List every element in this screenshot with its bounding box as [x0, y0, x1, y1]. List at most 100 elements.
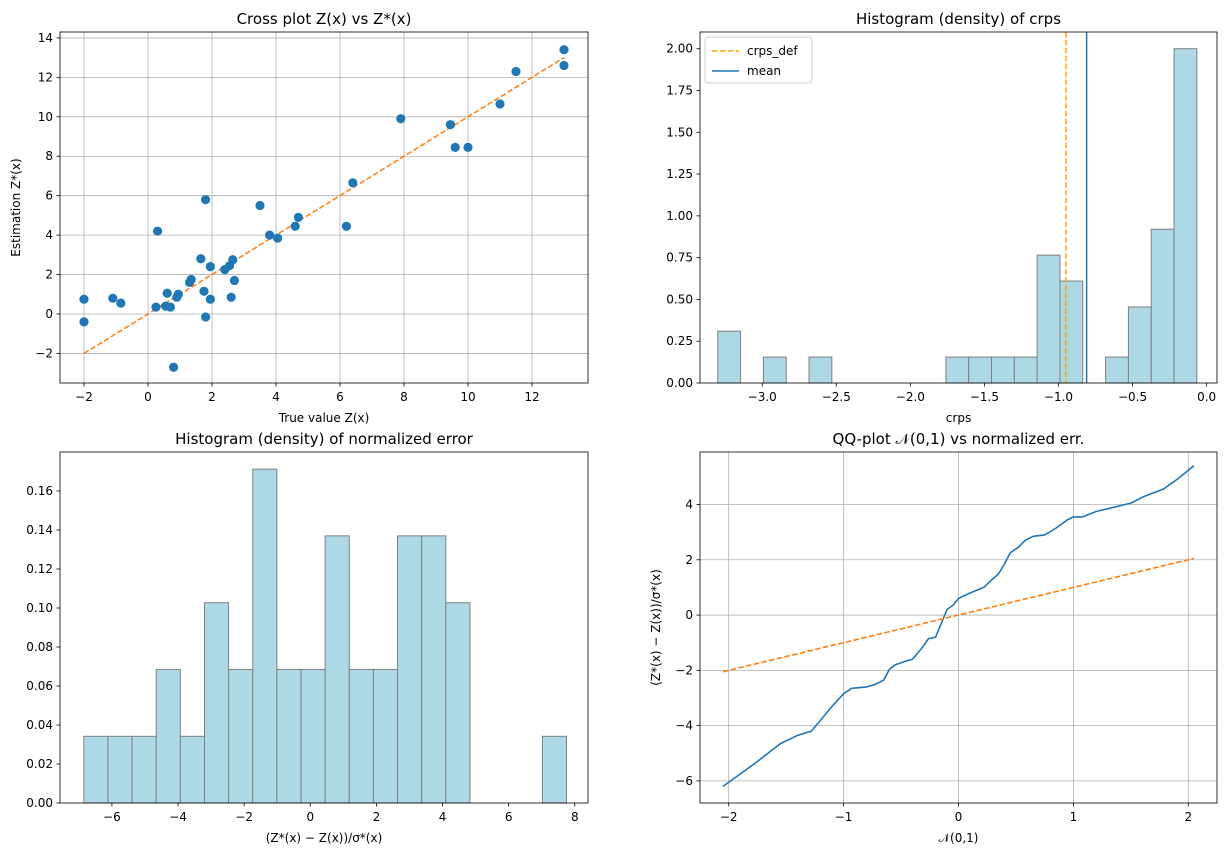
scatter-point	[226, 292, 236, 302]
histogram-bar	[83, 735, 109, 804]
scatter-point	[173, 289, 183, 299]
scatter-point	[290, 221, 300, 231]
grid	[60, 32, 588, 383]
histogram-bar	[300, 668, 326, 804]
x-tick-label: 4	[439, 810, 447, 824]
y-tick-label: 0.14	[26, 523, 53, 537]
y-tick-label: −4	[675, 719, 693, 733]
histogram-bar	[324, 535, 350, 804]
histogram-bar	[445, 602, 471, 804]
histogram-bar	[717, 330, 742, 384]
ticks: −6 −4 −2 0 2 4 6 8 0.00 0.02 0.04 0.06 0.08 0.10 0.12 0…	[26, 484, 578, 824]
y-axis-label: Estimation Z*(x)	[9, 158, 23, 256]
scatter-point	[162, 288, 172, 298]
y-tick-label: 14	[38, 31, 53, 45]
scatter-point	[273, 233, 283, 243]
plot-area	[722, 465, 1195, 788]
x-tick-label: 6	[505, 810, 513, 824]
y-tick-label: 0	[685, 608, 693, 622]
legend-label: mean	[747, 64, 781, 78]
x-tick-label: −1.0	[1044, 390, 1073, 404]
y-tick-label: 0.00	[26, 796, 53, 810]
x-axis-label: 𝒩(0,1)	[939, 831, 979, 845]
scatter-point	[228, 255, 238, 265]
axes-4: −2 −1 0 1 2 −6 −4 −2 0 2 4 QQ-plot 𝒩(0,1) vs normal…	[649, 430, 1218, 845]
axes-frame	[699, 451, 1218, 804]
y-tick-label: −2	[35, 346, 53, 360]
scatter-point	[511, 66, 521, 77]
x-tick-label: −2	[75, 390, 93, 404]
histogram-bar	[991, 356, 1015, 384]
scatter-point	[341, 221, 351, 231]
x-tick-label: −0.5	[1118, 390, 1147, 404]
histogram-bar	[1059, 280, 1084, 384]
reference-line	[83, 56, 565, 355]
histogram-bar	[228, 668, 254, 804]
histogram-bar	[397, 535, 423, 804]
y-tick-label: 0.75	[666, 251, 693, 265]
y-tick-label: 1.50	[666, 125, 693, 139]
scatter-point	[205, 294, 215, 304]
histogram-bar	[252, 468, 278, 804]
y-tick-label: 10	[38, 110, 53, 124]
x-axis-label: True value Z(x)	[278, 411, 370, 425]
y-tick-label: 8	[45, 149, 53, 163]
chart-title: QQ-plot 𝒩(0,1) vs normalized err.	[833, 430, 1085, 448]
x-tick-label: 0	[144, 390, 152, 404]
histogram-bar	[1127, 306, 1152, 384]
scatter-point	[79, 294, 89, 304]
histogram-bar	[945, 356, 970, 384]
scatter-point	[205, 262, 215, 272]
histogram-bar	[762, 356, 787, 384]
scatter-point	[201, 312, 211, 322]
scatter-point	[450, 142, 460, 152]
x-tick-label: 0	[955, 810, 963, 824]
x-tick-label: 6	[336, 390, 344, 404]
y-tick-label: 0.06	[26, 679, 53, 693]
y-tick-label: 2	[45, 268, 53, 282]
ticks: −2 0 2 4 6 8 10 12 −2 0 2 4 6 8 10 12 14	[35, 31, 539, 404]
y-tick-label: 12	[38, 70, 53, 84]
reference-line	[722, 557, 1195, 673]
histogram-bar	[1105, 356, 1129, 384]
histogram-bar	[1173, 48, 1198, 384]
scatter-point	[153, 226, 163, 236]
chart-title: Histogram (density) of normalized error	[175, 430, 474, 448]
x-tick-label: −2.0	[896, 390, 925, 404]
scatter-point	[79, 317, 89, 327]
scatter-point	[265, 230, 275, 240]
x-tick-label: 10	[460, 390, 475, 404]
histogram-bar	[155, 668, 181, 804]
scatter-point	[293, 212, 303, 222]
histogram-bar	[179, 735, 205, 804]
scatter-point	[151, 302, 161, 312]
axes-3: −6 −4 −2 0 2 4 6 8 0.00 0.02 0.04 0.06 0.08 0.10 0.12 0…	[26, 430, 589, 845]
y-tick-label: 4	[685, 498, 693, 512]
x-tick-label: −4	[169, 810, 187, 824]
scatter-point	[196, 254, 206, 264]
histogram-bar	[372, 668, 399, 804]
x-tick-label: −6	[103, 810, 121, 824]
y-tick-label: 0.25	[666, 334, 693, 348]
x-tick-label: −1	[835, 810, 853, 824]
plot-area	[717, 32, 1198, 384]
x-tick-label: −1.5	[970, 390, 999, 404]
y-tick-label: 1.25	[666, 167, 693, 181]
legend-label: crps_def	[747, 44, 798, 58]
scatter-point	[116, 298, 126, 308]
y-tick-label: 0.10	[26, 601, 53, 615]
y-tick-label: 1.00	[666, 209, 693, 223]
scatter-point	[463, 142, 473, 152]
chart-title: Histogram (density) of crps	[856, 10, 1061, 28]
histogram-bar	[348, 668, 374, 804]
axes-1: −2 0 2 4 6 8 10 12 −2 0 2 4 6 8 10 12 14 Cross plot Z(x) …	[9, 10, 589, 425]
x-tick-label: −3.0	[748, 390, 777, 404]
histogram-bar	[276, 668, 302, 804]
y-tick-label: 4	[45, 228, 53, 242]
axes-frame	[699, 31, 1218, 384]
chart-title: Cross plot Z(x) vs Z*(x)	[237, 10, 412, 28]
scatter-point	[445, 120, 455, 130]
qq-line	[722, 465, 1195, 788]
